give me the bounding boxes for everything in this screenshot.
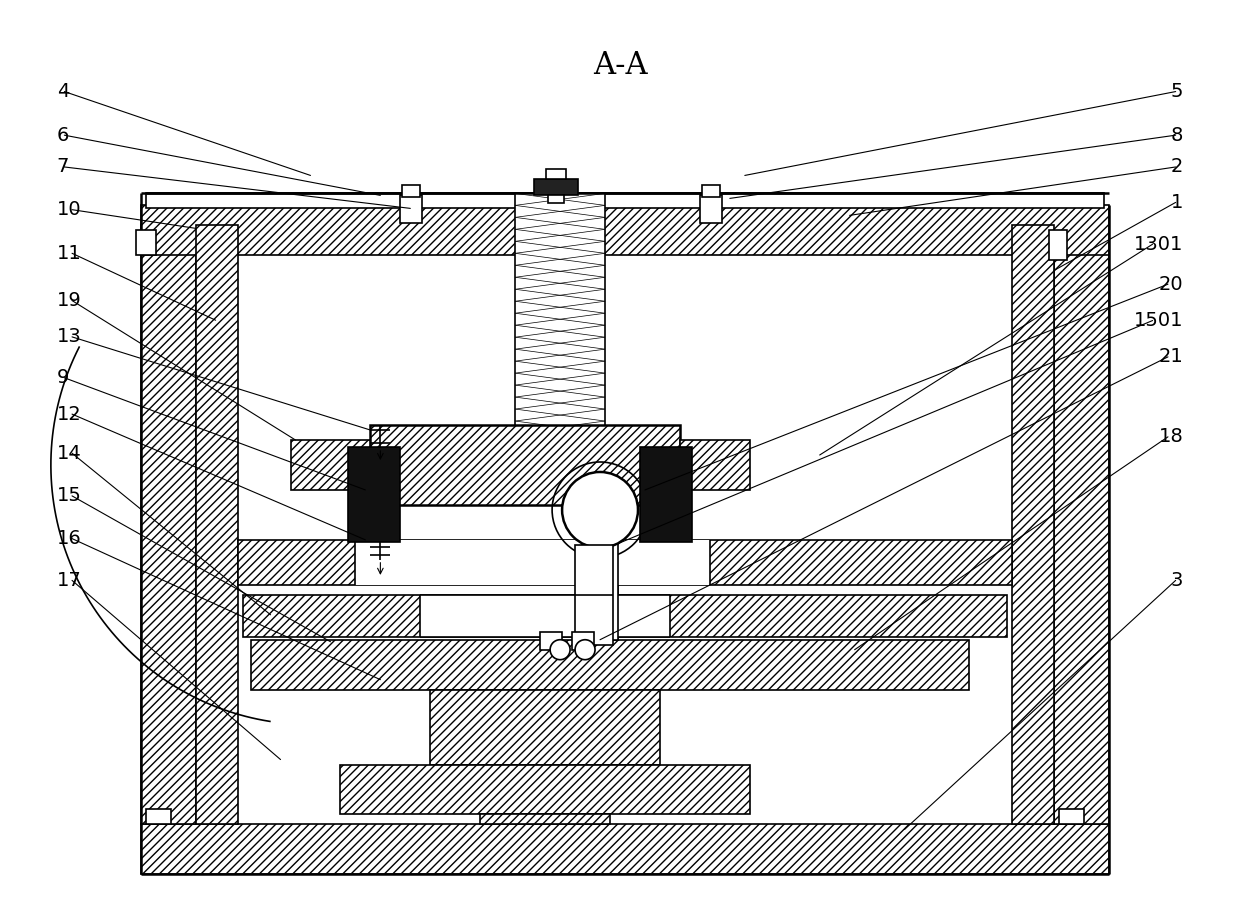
Bar (140, 824, 1110, 875)
Bar (548, 196, 564, 203)
Bar (341, 764, 750, 814)
Text: 6: 6 (57, 126, 69, 145)
Bar (146, 194, 1105, 208)
Text: 15: 15 (57, 486, 82, 505)
Bar (546, 169, 567, 179)
Text: 16: 16 (57, 529, 82, 548)
Text: 20: 20 (1158, 275, 1183, 294)
Text: 13: 13 (57, 328, 82, 347)
Bar (1059, 810, 1084, 824)
Text: 12: 12 (57, 405, 82, 424)
Bar (238, 540, 1012, 585)
Circle shape (562, 472, 637, 548)
Bar (146, 810, 171, 824)
Text: 3: 3 (1171, 571, 1183, 590)
Bar (1054, 226, 1110, 824)
Bar (699, 196, 722, 223)
Circle shape (551, 640, 570, 660)
Bar (534, 179, 578, 196)
Bar (140, 226, 196, 824)
Bar (290, 440, 371, 490)
Text: 19: 19 (57, 291, 82, 310)
Bar (135, 230, 156, 256)
Bar (401, 196, 423, 223)
Text: 7: 7 (57, 157, 69, 177)
Bar (430, 690, 660, 764)
Bar (584, 548, 616, 635)
Text: 14: 14 (57, 444, 82, 462)
Text: 5: 5 (1171, 82, 1183, 101)
Circle shape (575, 640, 595, 660)
Bar (250, 640, 970, 690)
Bar (196, 226, 238, 824)
Text: 21: 21 (1158, 348, 1183, 367)
Text: 1501: 1501 (1133, 311, 1183, 330)
Bar (402, 186, 420, 197)
Text: 8: 8 (1171, 126, 1183, 145)
Bar (582, 543, 618, 640)
Bar (640, 447, 692, 541)
Bar (702, 186, 720, 197)
Text: 9: 9 (57, 369, 69, 388)
Bar (420, 595, 670, 637)
Bar (680, 440, 750, 490)
Text: 18: 18 (1158, 428, 1183, 446)
Bar (575, 545, 613, 644)
Text: 1301: 1301 (1133, 235, 1183, 254)
Bar (572, 632, 594, 650)
Bar (541, 632, 562, 650)
Bar (515, 194, 605, 490)
Text: 10: 10 (57, 200, 82, 219)
Bar (371, 425, 680, 505)
Text: 2: 2 (1171, 157, 1183, 177)
Text: 4: 4 (57, 82, 69, 101)
Bar (356, 540, 709, 585)
Text: A-A: A-A (593, 50, 647, 81)
Text: 1: 1 (1171, 193, 1183, 212)
Bar (1012, 226, 1054, 824)
Text: 17: 17 (57, 571, 82, 590)
Bar (480, 814, 610, 824)
Bar (348, 447, 401, 541)
Bar (1049, 230, 1068, 260)
Bar (140, 206, 1110, 256)
Bar (243, 595, 1007, 637)
Text: 11: 11 (57, 244, 82, 263)
